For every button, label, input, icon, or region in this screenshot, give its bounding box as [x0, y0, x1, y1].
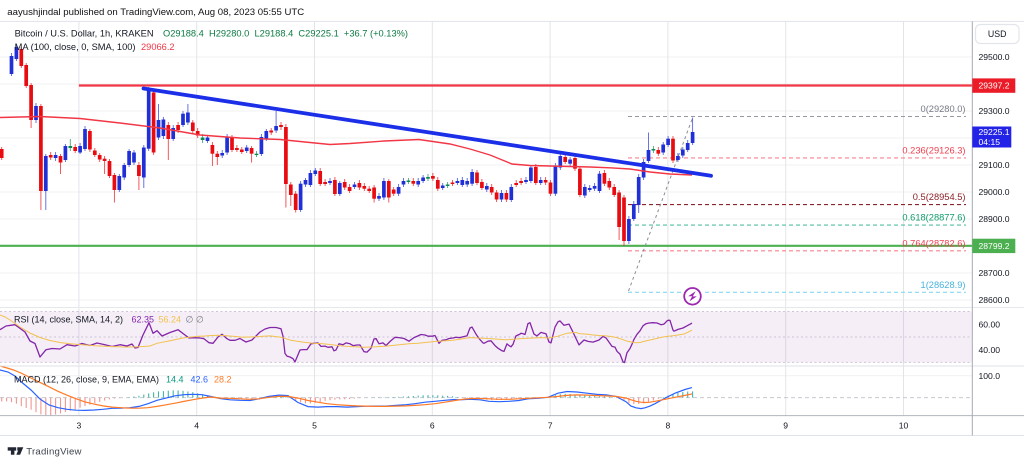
svg-text:0(29280.0): 0(29280.0) [921, 104, 966, 114]
svg-text:29397.2: 29397.2 [979, 81, 1010, 91]
svg-text:28900.0: 28900.0 [979, 214, 1010, 224]
svg-text:04:15: 04:15 [979, 137, 1001, 147]
svg-text:0.5(28954.5): 0.5(28954.5) [913, 192, 966, 202]
svg-text:0.618(28877.6): 0.618(28877.6) [902, 213, 965, 223]
svg-text:28799.2: 28799.2 [979, 241, 1010, 251]
svg-text:USD: USD [988, 29, 1007, 39]
svg-text:29500.0: 29500.0 [979, 52, 1010, 62]
svg-text:1(28628.9): 1(28628.9) [921, 280, 966, 290]
svg-text:28700.0: 28700.0 [979, 268, 1010, 278]
svg-text:7: 7 [548, 421, 553, 431]
svg-text:MA (100, close, 0, SMA, 100): MA (100, close, 0, SMA, 100) [15, 42, 136, 52]
svg-text:28.2: 28.2 [214, 375, 232, 385]
svg-text:4: 4 [194, 421, 199, 431]
svg-text:∅ ∅: ∅ ∅ [186, 314, 204, 324]
svg-text:9: 9 [783, 421, 788, 431]
svg-text:8: 8 [666, 421, 671, 431]
svg-text:MACD (12, 26, close, 9, EMA, E: MACD (12, 26, close, 9, EMA, EMA) [14, 375, 159, 385]
svg-text:0.236(29126.3): 0.236(29126.3) [902, 145, 965, 155]
svg-text:29000.0: 29000.0 [979, 187, 1010, 197]
svg-text:28600.0: 28600.0 [979, 295, 1010, 305]
svg-text:42.6: 42.6 [191, 375, 209, 385]
svg-text:14.4: 14.4 [166, 375, 184, 385]
svg-text:6: 6 [430, 421, 435, 431]
svg-text:TradingView: TradingView [26, 447, 82, 458]
svg-text:aayushjindal published on Trad: aayushjindal published on TradingView.co… [7, 7, 304, 18]
svg-text:5: 5 [312, 421, 317, 431]
svg-text:Bitcoin / U.S. Dollar, 1h, KRA: Bitcoin / U.S. Dollar, 1h, KRAKEN [15, 28, 154, 38]
svg-text:29300.0: 29300.0 [979, 106, 1010, 116]
svg-text:RSI (14, close, SMA, 14, 2): RSI (14, close, SMA, 14, 2) [14, 314, 123, 324]
svg-text:100.0: 100.0 [979, 371, 1001, 381]
svg-text:62.35: 62.35 [132, 314, 155, 324]
svg-text:10: 10 [899, 421, 909, 431]
svg-text:29100.0: 29100.0 [979, 160, 1010, 170]
svg-text:0.764(28782.6): 0.764(28782.6) [902, 238, 965, 248]
svg-text:29066.2: 29066.2 [141, 42, 175, 52]
svg-text:O29188.4 H29280.0 L29188.4: O29188.4 H29280.0 L29188.4 C29225.1 +36.… [163, 28, 408, 38]
svg-text:60.00: 60.00 [979, 319, 1001, 329]
svg-text:56.24: 56.24 [159, 314, 182, 324]
svg-text:3: 3 [77, 421, 82, 431]
svg-text:29225.1: 29225.1 [979, 127, 1010, 137]
svg-text:40.00: 40.00 [979, 345, 1001, 355]
